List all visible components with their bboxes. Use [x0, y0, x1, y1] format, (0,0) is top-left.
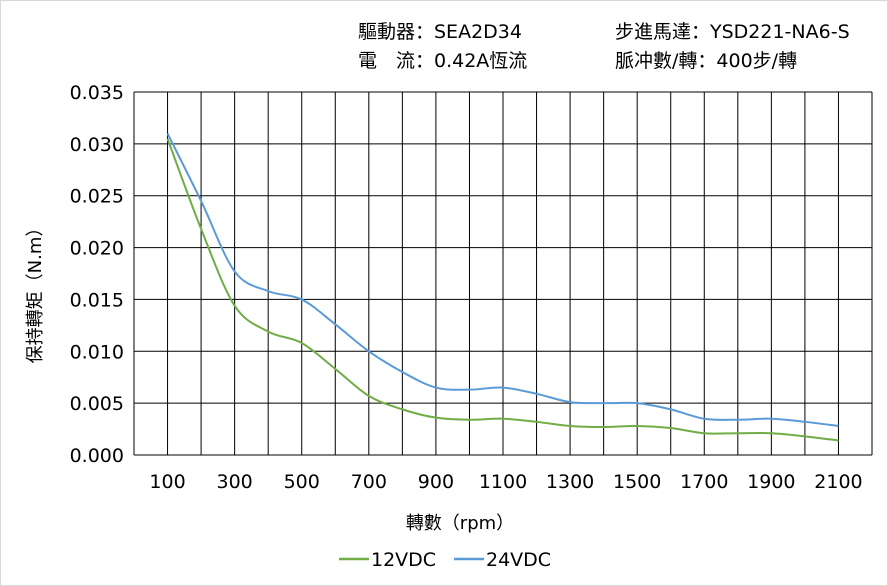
x-tick-label: 900 [418, 471, 454, 493]
current-label: 電 流：0.42A恆流 [358, 50, 528, 72]
x-tick-label: 700 [351, 471, 387, 493]
x-axis-label: 轉數（rpm） [406, 513, 514, 534]
x-tick-label: 300 [217, 471, 253, 493]
x-tick-label: 1900 [747, 471, 795, 493]
y-tick-label: 0.035 [70, 82, 124, 104]
motor-label: 步進馬達：YSD221-NA6-S [615, 21, 850, 43]
y-tick-label: 0.025 [70, 186, 124, 208]
x-tick-label: 500 [284, 471, 320, 493]
y-tick-label: 0.010 [70, 341, 124, 363]
y-tick-label: 0.020 [70, 238, 124, 260]
x-tick-label: 100 [149, 471, 185, 493]
legend-label: 12VDC [371, 549, 436, 571]
pulses-label: 脈冲數/轉：400步/轉 [615, 50, 798, 72]
y-axis-label: 保持轉矩（N.m） [25, 219, 46, 364]
y-tick-label: 0.015 [70, 289, 124, 311]
legend-label: 24VDC [486, 549, 551, 571]
x-tick-label: 2100 [814, 471, 862, 493]
x-tick-label: 1500 [613, 471, 661, 493]
driver-label: 驅動器：SEA2D34 [358, 21, 522, 43]
series-line-12VDC [166, 138, 839, 442]
x-tick-label: 1700 [680, 471, 728, 493]
y-tick-label: 0.000 [70, 445, 124, 467]
x-tick-label: 1100 [479, 471, 527, 493]
y-tick-label: 0.030 [70, 134, 124, 156]
series-line-24VDC [166, 133, 839, 427]
x-tick-label: 1300 [546, 471, 594, 493]
y-tick-label: 0.005 [70, 393, 124, 415]
